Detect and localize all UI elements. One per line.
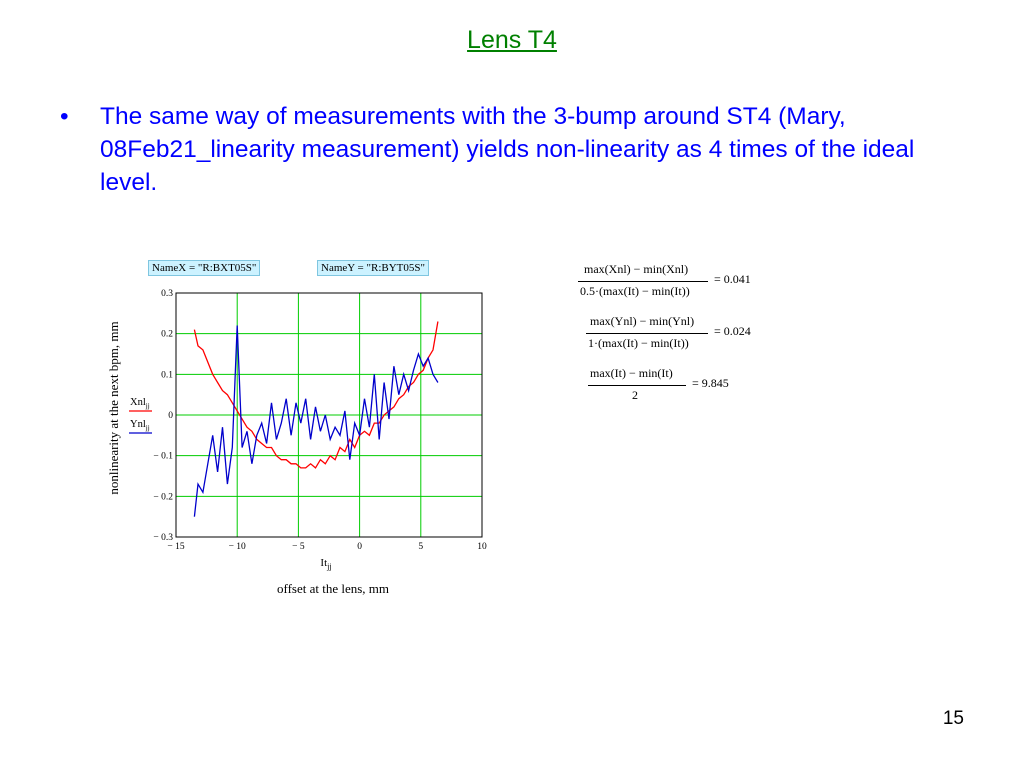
x-tick-label: 5 bbox=[418, 542, 423, 552]
equation-numerator: max(Xnl) − min(Xnl) bbox=[584, 262, 689, 276]
x-tick-label: 10 bbox=[477, 542, 487, 552]
bullet-text: The same way of measurements with the 3-… bbox=[100, 103, 915, 196]
equation-result: = 9.845 bbox=[692, 376, 729, 390]
fraction-bar bbox=[586, 333, 708, 334]
y-axis-title: nonlinearity at the next bpm, mm bbox=[106, 321, 121, 494]
series-line-xnl bbox=[193, 321, 439, 469]
chart-series bbox=[193, 321, 439, 517]
equation-denominator: 0.5·(max(It) − min(It)) bbox=[580, 284, 690, 298]
y-tick-label: 0.3 bbox=[161, 289, 173, 299]
name-x-label: NameX = "R:BXT05S" bbox=[148, 260, 261, 276]
fraction-bar bbox=[588, 385, 686, 386]
y-tick-label: 0.1 bbox=[161, 370, 173, 380]
x-tick-label: − 5 bbox=[292, 542, 305, 552]
legend-label-xnl: Xnljj bbox=[130, 397, 150, 410]
equation-numerator: max(Ynl) − min(Ynl) bbox=[590, 314, 695, 328]
x-axis-variable: Itjj bbox=[320, 557, 331, 571]
y-tick-label: − 0.3 bbox=[153, 533, 173, 543]
chart-legend: Xnljj Ynljj bbox=[129, 397, 152, 434]
bullet-marker: • bbox=[60, 103, 69, 130]
equation-denominator: 1·(max(It) − min(It)) bbox=[588, 336, 689, 350]
chart-ticks: − 15 − 10 − 5 0 5 10 0.3 0.2 0.1 0 − 0.1 − 0.2 − 0.3 bbox=[153, 289, 487, 552]
equation-result: = 0.041 bbox=[714, 272, 751, 286]
plot-frame bbox=[175, 292, 483, 538]
y-tick-label: 0.2 bbox=[161, 330, 173, 340]
name-y-label: NameY = "R:BYT05S" bbox=[317, 260, 429, 276]
x-tick-label: 0 bbox=[357, 542, 362, 552]
series-line-ynl bbox=[193, 325, 439, 517]
legend-label-ynl: Ynljj bbox=[130, 419, 150, 432]
equation-denominator: 2 bbox=[632, 388, 638, 402]
y-tick-label: − 0.1 bbox=[153, 452, 173, 462]
y-tick-label: − 0.2 bbox=[153, 492, 173, 502]
equation-numerator: max(It) − min(It) bbox=[590, 366, 673, 380]
page-number: 15 bbox=[942, 708, 964, 729]
x-tick-label: − 15 bbox=[167, 542, 184, 552]
equation-result: = 0.024 bbox=[714, 324, 751, 338]
fraction-bar bbox=[578, 281, 708, 282]
x-axis-title: offset at the lens, mm bbox=[277, 581, 389, 596]
x-tick-label: − 10 bbox=[229, 542, 246, 552]
slide-title: Lens T4 bbox=[467, 26, 557, 54]
y-tick-label: 0 bbox=[168, 411, 173, 421]
